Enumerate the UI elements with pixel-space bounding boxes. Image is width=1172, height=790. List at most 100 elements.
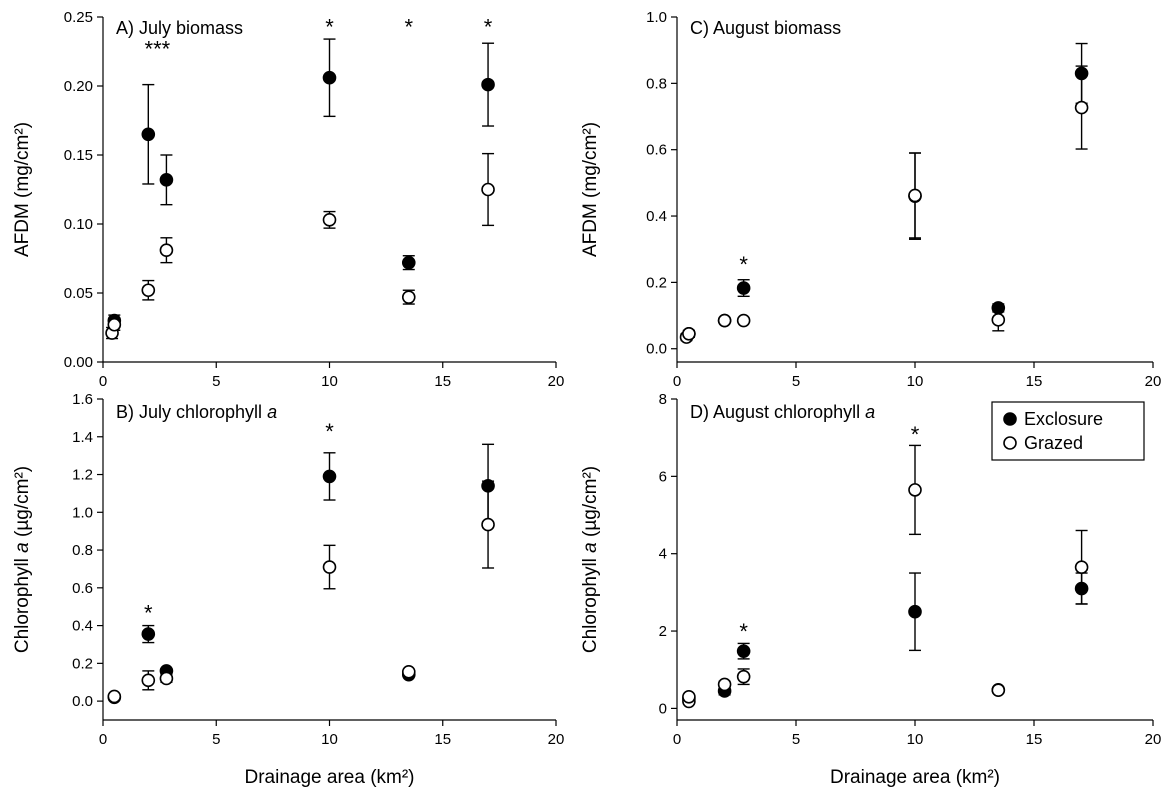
exclosure-point: [736, 644, 751, 658]
grazed-point: [991, 313, 1006, 327]
y-tick-label: 2: [659, 623, 667, 640]
y-axis-title-units: (µg/cm²): [12, 466, 33, 542]
significance-marker: *: [325, 15, 334, 40]
y-tick-label: 1.6: [72, 391, 93, 408]
panel-label-text: D) August chlorophyll: [690, 402, 865, 422]
significance-marker: *: [484, 15, 493, 40]
grazed-point: [682, 689, 696, 704]
y-tick-label: 0.10: [64, 216, 93, 233]
y-tick-label: 0.0: [72, 693, 93, 710]
panel-label-italic: a: [267, 402, 277, 422]
x-tick-label: 10: [321, 731, 338, 748]
grazed-point: [908, 188, 922, 203]
x-tick-label: 5: [792, 373, 800, 390]
exclosure-point: [322, 70, 337, 85]
y-tick-label: 0.20: [64, 78, 93, 95]
exclosure-point: [736, 281, 751, 295]
y-axis-title-text: Chlorophyll: [580, 553, 601, 653]
exclosure-point: [908, 604, 922, 619]
grazed-point: [991, 683, 1006, 698]
y-tick-label: 0: [659, 700, 667, 717]
x-tick-label: 10: [907, 373, 924, 390]
grazed-point: [481, 517, 495, 532]
x-tick-label: 0: [99, 373, 107, 390]
exclosure-point: [159, 173, 174, 187]
x-tick-label: 5: [212, 731, 220, 748]
legend-label: Grazed: [1024, 433, 1083, 453]
y-tick-label: 0.2: [72, 655, 93, 672]
grazed-point: [141, 673, 156, 688]
exclosure-point: [481, 77, 495, 92]
panel-b: 0 5 10 15 20 0.0 0.2 0.4 0.6 0.8 1.0 1.2 1.4 1.6 Chlor…: [12, 391, 564, 788]
grazed-point: [1074, 100, 1089, 115]
panel-label: B) July chlorophyll a: [116, 402, 277, 422]
exclosure-point: [481, 479, 495, 493]
y-tick-label: 0.6: [646, 142, 667, 159]
panel-label: A) July biomass: [116, 18, 243, 38]
legend: Exclosure Grazed: [991, 401, 1145, 461]
legend-label: Exclosure: [1024, 409, 1103, 429]
y-tick-label: 0.8: [72, 542, 93, 559]
y-tick-label: 1.2: [72, 467, 93, 484]
panel-label: D) August chlorophyll a: [690, 402, 875, 422]
y-tick-label: 0.25: [64, 9, 93, 26]
y-tick-label: 0.6: [72, 580, 93, 597]
y-tick-label: 4: [659, 546, 667, 563]
x-tick-label: 15: [434, 373, 451, 390]
y-axis-title: Chlorophyll a (µg/cm²): [580, 466, 601, 653]
grazed-point: [141, 283, 156, 298]
grazed-point: [322, 560, 337, 574]
y-tick-label: 0.15: [64, 147, 93, 164]
x-tick-label: 20: [548, 373, 565, 390]
panel-c: 0 5 10 15 20 0.0 0.2 0.4 0.6 0.8 1.0 AFDM (mg/cm²) C…: [580, 9, 1161, 390]
grazed-point: [107, 317, 122, 332]
grazed-point: [159, 671, 174, 686]
x-axis-title: Drainage area (km²): [830, 767, 1000, 788]
exclosure-point: [401, 255, 416, 270]
grazed-point: [401, 665, 416, 679]
significance-marker: *: [325, 419, 334, 444]
x-tick-label: 0: [673, 731, 681, 748]
y-tick-label: 1.4: [72, 429, 93, 446]
y-tick-label: 1.0: [646, 9, 667, 26]
grazed-point: [1074, 560, 1089, 575]
panel-d: 0 5 10 15 20 0 2 4 6 8 Chlorophyll a (µg/cm²) Drain…: [580, 391, 1161, 788]
y-tick-label: 0.4: [646, 208, 667, 225]
x-tick-label: 20: [1145, 373, 1162, 390]
x-tick-label: 10: [907, 731, 924, 748]
exclosure-point: [322, 469, 337, 484]
y-axis-title: AFDM (mg/cm²): [12, 122, 33, 257]
grazed-legend-marker: [1003, 436, 1017, 450]
panel-label-text: B) July chlorophyll: [116, 402, 267, 422]
x-axis-title: Drainage area (km²): [245, 767, 415, 788]
grazed-point: [322, 213, 337, 227]
x-tick-label: 0: [99, 731, 107, 748]
x-tick-label: 10: [321, 373, 338, 390]
x-tick-label: 15: [434, 731, 451, 748]
y-tick-label: 8: [659, 391, 667, 408]
panel-a: 0 5 10 15 20 0.00 0.05 0.10 0.15 0.20 0.25 AFDM (mg…: [12, 9, 564, 390]
x-tick-label: 5: [212, 373, 220, 390]
significance-marker: *: [739, 252, 748, 277]
exclosure-point: [1074, 66, 1089, 81]
grazed-point: [481, 182, 495, 197]
x-tick-label: 20: [548, 731, 565, 748]
x-tick-label: 15: [1026, 373, 1043, 390]
significance-marker: *: [911, 422, 920, 447]
grazed-point: [682, 327, 696, 341]
y-axis-title-units: (µg/cm²): [580, 466, 601, 542]
significance-marker: *: [144, 600, 153, 625]
exclosure-point: [991, 301, 1006, 315]
y-tick-label: 0.2: [646, 274, 667, 291]
grazed-point: [736, 313, 751, 328]
y-tick-label: 0.05: [64, 285, 93, 302]
exclosure-point: [141, 627, 156, 641]
grazed-point: [159, 243, 174, 258]
y-tick-label: 0.8: [646, 75, 667, 92]
significance-marker: *: [739, 619, 748, 644]
x-tick-label: 5: [792, 731, 800, 748]
grazed-point: [736, 669, 751, 684]
significance-marker: *: [404, 15, 413, 40]
grazed-point: [908, 483, 922, 497]
y-axis-title-italic: a: [12, 542, 33, 553]
